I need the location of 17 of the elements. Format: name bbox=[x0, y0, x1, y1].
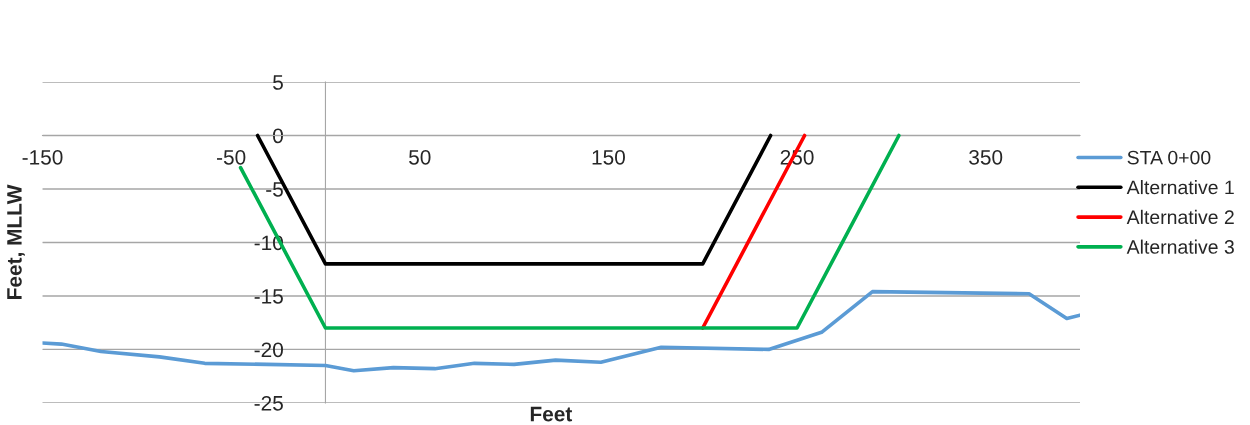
y-tick-label: -25 bbox=[254, 395, 283, 411]
line-series bbox=[42, 289, 1080, 373]
legend-label: Alternative 1 bbox=[1126, 180, 1234, 195]
x-tick-label: 50 bbox=[409, 149, 431, 165]
x-axis-title: Feet bbox=[530, 406, 573, 422]
x-tick-label: 350 bbox=[969, 149, 1003, 165]
x-tick-label: -50 bbox=[217, 149, 246, 165]
legend-label: STA 0+00 bbox=[1127, 150, 1211, 165]
y-tick-label: -5 bbox=[266, 182, 283, 197]
legend-label: Alternative 2 bbox=[1126, 209, 1234, 225]
y-tick-label: 5 bbox=[273, 75, 283, 90]
y-axis-title: Feet, MLLW bbox=[7, 184, 25, 299]
legend-label: Alternative 3 bbox=[1126, 239, 1234, 254]
x-tick-label: -150 bbox=[22, 149, 63, 165]
x-tick-label: 150 bbox=[592, 149, 625, 165]
y-tick-label: -20 bbox=[254, 342, 283, 358]
y-tick-label: -15 bbox=[254, 289, 283, 304]
